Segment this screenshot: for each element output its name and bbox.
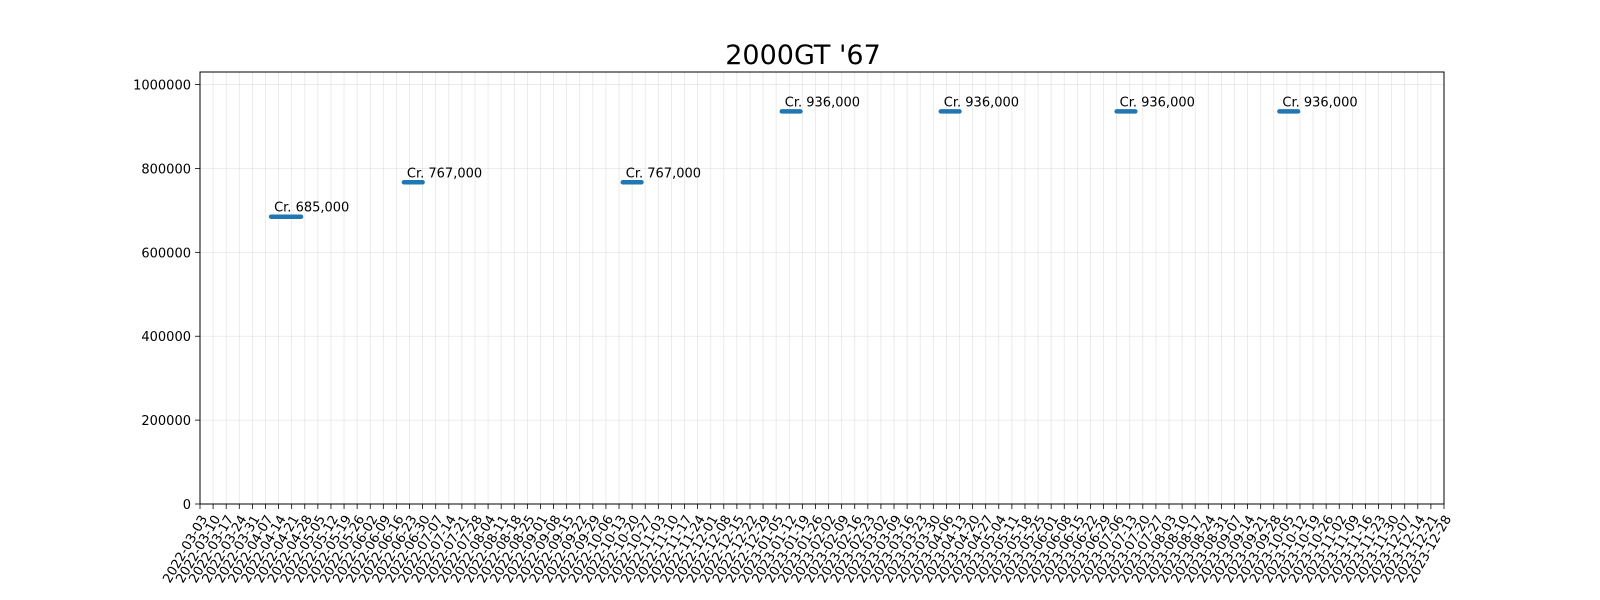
plot-frame [199, 71, 1445, 505]
y-tick-label: 200000 [141, 414, 191, 429]
price-annotation: Cr. 767,000 [407, 166, 482, 181]
price-annotation: Cr. 936,000 [944, 95, 1019, 110]
y-tick-label: 600000 [141, 246, 191, 261]
price-annotation: Cr. 936,000 [1282, 95, 1357, 110]
price-segments [268, 109, 1301, 219]
y-tick-label: 0 [183, 498, 191, 513]
y-axis: 0 200000 400000 600000 800000 1000000 [133, 79, 200, 513]
price-annotation: Cr. 767,000 [626, 166, 701, 181]
grid-lines [199, 72, 1445, 505]
price-annotations: Cr. 685,000 Cr. 767,000 Cr. 767,000 Cr. 936… [274, 95, 1358, 215]
y-tick-label: 800000 [141, 162, 191, 177]
x-axis: 2022-03-032022-03-102022-03-172022-03-24… [160, 504, 1455, 586]
chart-title: 2000GT '67 [725, 40, 881, 71]
y-tick-label: 400000 [141, 330, 191, 345]
price-annotation: Cr. 936,000 [785, 95, 860, 110]
y-tick-label: 1000000 [133, 79, 191, 94]
price-annotation: Cr. 685,000 [274, 201, 349, 216]
price-annotation: Cr. 936,000 [1120, 95, 1195, 110]
